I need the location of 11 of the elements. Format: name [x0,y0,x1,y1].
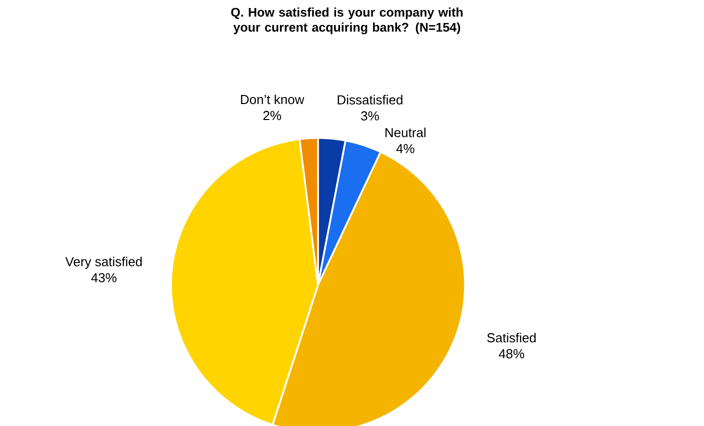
slice-label: Very satisfied [65,256,142,269]
data-label: 43% [91,273,116,282]
chart-title: Q. How satisfied is your company with your current acquiring bank? (N=154) [231,8,463,34]
slice-label: Don’t know [241,94,304,104]
data-label: 4% [396,144,414,154]
slice-label: Dissatisfied [338,94,402,104]
slice-label: Satisfied [487,332,536,342]
slice-label: Neutral [386,128,426,138]
data-label: 48% [498,349,524,358]
data-label: 2% [263,110,282,120]
data-label: 3% [361,111,379,120]
